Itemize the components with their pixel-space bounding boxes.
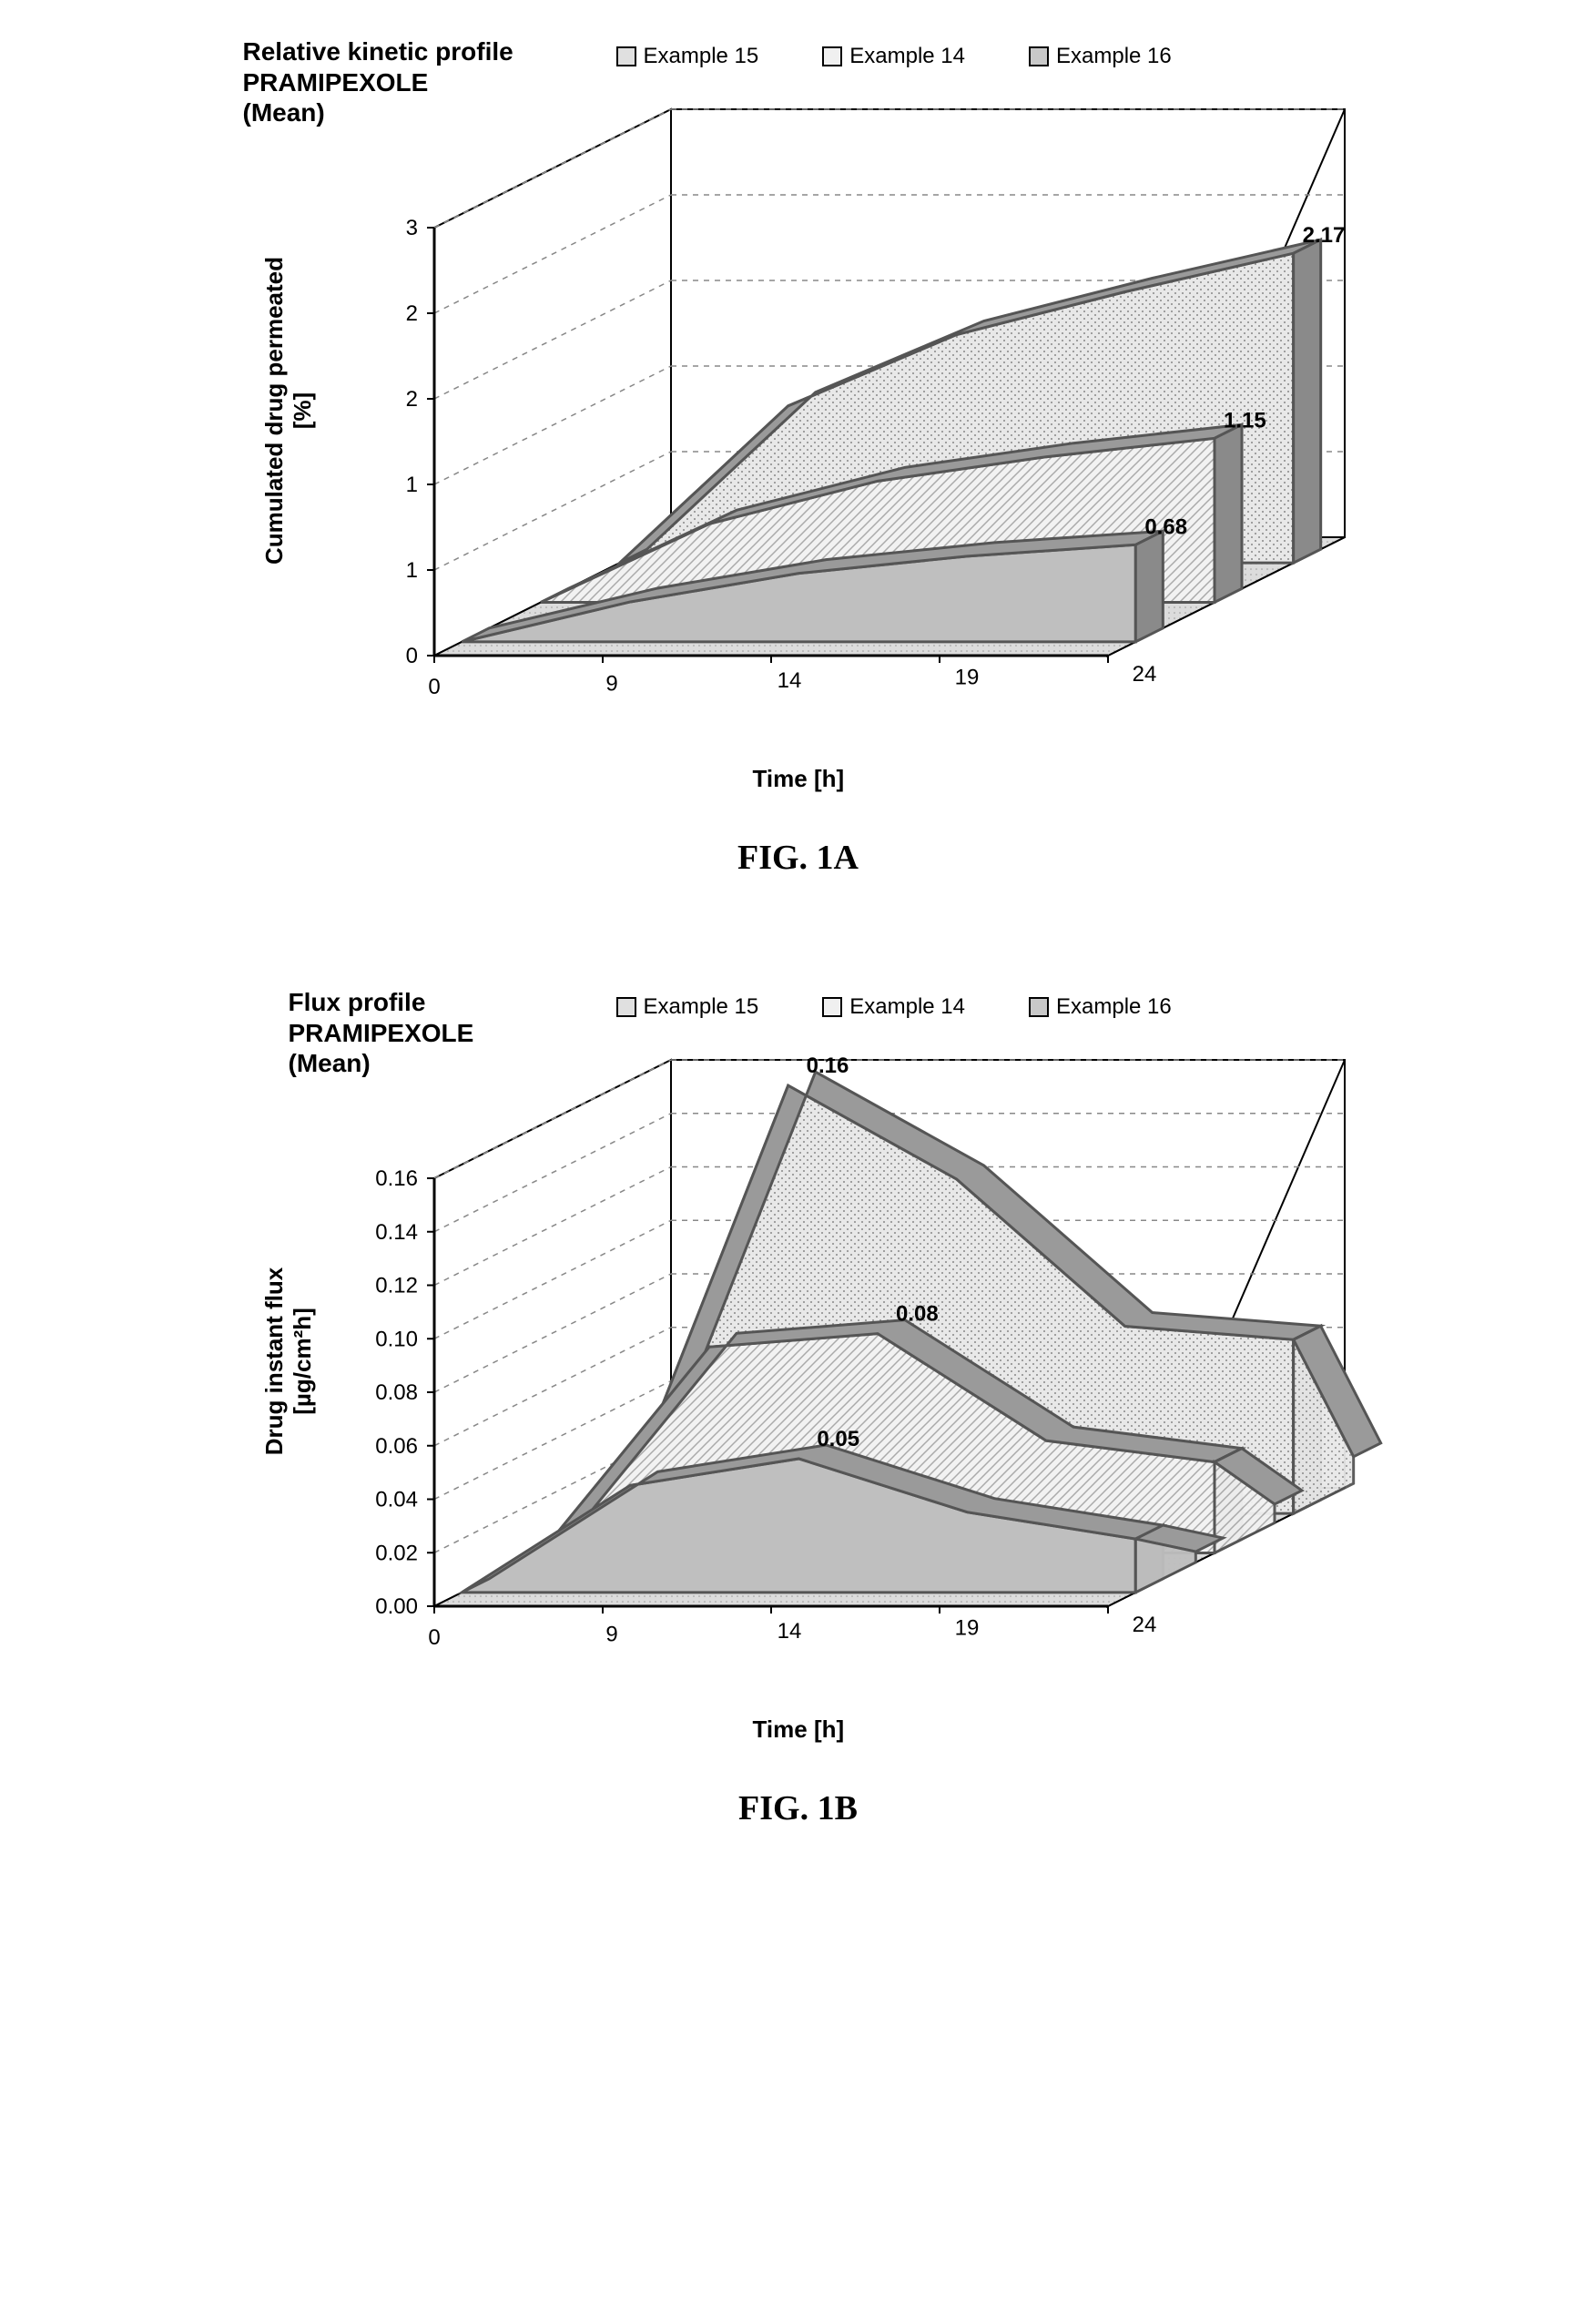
svg-text:9: 9: [605, 672, 617, 697]
svg-text:0: 0: [428, 675, 440, 699]
chart-b-title: Flux profile PRAMIPEXOLE (Mean): [289, 987, 474, 1079]
svg-text:0.68: 0.68: [1144, 514, 1187, 539]
svg-text:2: 2: [405, 387, 417, 412]
chart-a-caption: FIG. 1A: [161, 838, 1436, 878]
svg-text:24: 24: [1132, 1613, 1156, 1637]
svg-text:19: 19: [954, 666, 979, 690]
title-line: (Mean): [289, 1048, 474, 1079]
legend-label: Example 16: [1056, 44, 1172, 69]
svg-text:0.10: 0.10: [375, 1327, 418, 1351]
chart-a-svg: 0 1 1 2 2 3 0 9 14 19 24 2.17 1.15 0.68: [161, 36, 1436, 783]
svg-text:0: 0: [405, 644, 417, 668]
chart-a-legend: Example 15 Example 14 Example 16: [616, 44, 1172, 69]
svg-text:0.05: 0.05: [817, 1427, 859, 1451]
legend-label: Example 15: [644, 994, 759, 1020]
svg-text:9: 9: [605, 1623, 617, 1647]
svg-text:0.04: 0.04: [375, 1488, 418, 1512]
svg-text:14: 14: [777, 668, 801, 693]
title-line: (Mean): [243, 97, 513, 128]
chart-b-svg: 0.00 0.02 0.04 0.06 0.08 0.10 0.12 0.14 0.16 0 9 14…: [161, 987, 1436, 1734]
legend-label: Example 14: [849, 994, 965, 1020]
chart-b-xlabel: Time [h]: [753, 1715, 845, 1744]
chart-a-xlabel: Time [h]: [753, 765, 845, 793]
svg-text:0.08: 0.08: [375, 1380, 418, 1405]
svg-text:19: 19: [954, 1616, 979, 1641]
svg-text:24: 24: [1132, 662, 1156, 687]
chart-b-caption: FIG. 1B: [161, 1788, 1436, 1828]
svg-text:14: 14: [777, 1619, 801, 1644]
legend-item: Example 15: [616, 994, 759, 1020]
svg-text:1: 1: [405, 558, 417, 583]
chart-b-ylabel: Drug instant flux[µg/cm²h]: [260, 1179, 317, 1543]
legend-swatch-icon: [1029, 46, 1049, 66]
ylabel-text: Drug instant flux[µg/cm²h]: [260, 1267, 316, 1456]
svg-text:2.17: 2.17: [1302, 223, 1345, 248]
legend-item: Example 14: [822, 994, 965, 1020]
legend-label: Example 15: [644, 44, 759, 69]
title-line: Flux profile: [289, 987, 474, 1018]
chart-a-ylabel: Cumulated drug permeated[%]: [260, 229, 317, 593]
title-line: PRAMIPEXOLE: [289, 1018, 474, 1049]
svg-text:1: 1: [405, 473, 417, 497]
title-line: Relative kinetic profile: [243, 36, 513, 67]
chart-a-title: Relative kinetic profile PRAMIPEXOLE (Me…: [243, 36, 513, 128]
svg-text:0.16: 0.16: [806, 1054, 849, 1078]
ylabel-text: Cumulated drug permeated[%]: [260, 257, 316, 565]
legend-item: Example 16: [1029, 44, 1172, 69]
svg-text:0.14: 0.14: [375, 1220, 418, 1245]
svg-text:0.06: 0.06: [375, 1434, 418, 1459]
chart-b-container: Flux profile PRAMIPEXOLE (Mean) Example …: [161, 987, 1436, 1828]
svg-text:0.08: 0.08: [896, 1302, 939, 1327]
legend-item: Example 15: [616, 44, 759, 69]
svg-text:0.02: 0.02: [375, 1541, 418, 1565]
chart-b-legend: Example 15 Example 14 Example 16: [616, 994, 1172, 1020]
svg-text:3: 3: [405, 216, 417, 240]
legend-swatch-icon: [822, 46, 842, 66]
legend-item: Example 14: [822, 44, 965, 69]
svg-text:1.15: 1.15: [1224, 408, 1266, 433]
svg-text:0.00: 0.00: [375, 1594, 418, 1619]
legend-item: Example 16: [1029, 994, 1172, 1020]
title-line: PRAMIPEXOLE: [243, 67, 513, 98]
legend-swatch-icon: [822, 997, 842, 1017]
svg-text:0.16: 0.16: [375, 1166, 418, 1191]
legend-swatch-icon: [616, 997, 636, 1017]
svg-text:0.12: 0.12: [375, 1274, 418, 1298]
legend-swatch-icon: [1029, 997, 1049, 1017]
svg-text:2: 2: [405, 301, 417, 326]
legend-label: Example 16: [1056, 994, 1172, 1020]
legend-swatch-icon: [616, 46, 636, 66]
legend-label: Example 14: [849, 44, 965, 69]
chart-a-container: Relative kinetic profile PRAMIPEXOLE (Me…: [161, 36, 1436, 878]
svg-text:0: 0: [428, 1625, 440, 1650]
